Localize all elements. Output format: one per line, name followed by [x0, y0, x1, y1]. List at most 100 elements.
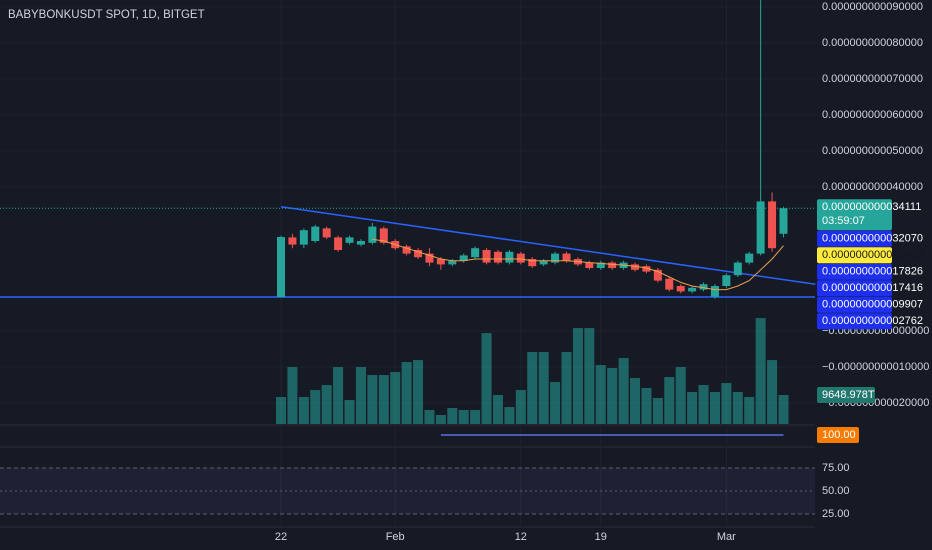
candle-body [539, 260, 548, 265]
price-label: 0.000000000032070 [822, 233, 923, 245]
trendline [280, 206, 816, 285]
candle-body [733, 262, 742, 276]
volume-bar [641, 388, 652, 424]
candle-body [379, 228, 388, 243]
volume-bar [744, 397, 755, 424]
candle-body [756, 201, 765, 254]
price-label: 0.000000000017826 [822, 266, 923, 278]
x-tick-label: Feb [386, 531, 405, 543]
moving-average [372, 238, 784, 291]
y-tick-label: −0.000000000010000 [822, 361, 929, 373]
price-label: 0.000000000017416 [822, 282, 923, 294]
volume-bar [755, 318, 766, 424]
volume-bar [298, 397, 309, 424]
volume-bar [470, 410, 481, 424]
volume-bar [527, 352, 538, 424]
volume-bar [390, 372, 401, 424]
price-label: 0.000000000009907 [822, 299, 923, 311]
volume-bar [732, 392, 743, 424]
volume-bar [607, 368, 618, 424]
volume-bar [778, 395, 789, 424]
candle-body [722, 275, 731, 287]
volume-bar [321, 385, 332, 424]
volume-bar [630, 378, 641, 424]
volume-bar [595, 365, 606, 424]
price-label-box [817, 230, 892, 247]
price-label-box [817, 247, 892, 264]
candle-body [277, 237, 285, 298]
volume-bar [538, 352, 549, 424]
candle-body [299, 230, 308, 245]
volume-bar [435, 415, 446, 424]
volume-bar [378, 375, 389, 424]
volume-bar [344, 400, 355, 424]
volume-bar [333, 367, 344, 424]
y-tick-label: 0.000000000050000 [822, 145, 923, 157]
x-tick-label: Mar [717, 531, 736, 543]
volume-bar [401, 362, 412, 424]
candle-body [334, 237, 343, 251]
volume-bar [504, 407, 515, 424]
candle-body [493, 251, 502, 263]
volume-bar [561, 352, 572, 424]
candle-body [551, 253, 560, 263]
candle-body [585, 262, 594, 269]
candle-body [471, 248, 480, 258]
volume-bar [310, 390, 321, 424]
volume-bar [584, 328, 595, 424]
price-label: 0.000000000023692 [822, 249, 923, 261]
candle-body [288, 237, 297, 245]
y-tick-label: 0.000000000090000 [822, 1, 923, 13]
y-tick-label: 0.000000000070000 [822, 73, 923, 85]
candle-body [745, 253, 754, 263]
candle-body [425, 253, 434, 263]
last-price-box [817, 199, 892, 231]
candle-body [368, 226, 377, 243]
candle-body [676, 286, 685, 292]
volume-label: 9648.978T [822, 389, 875, 401]
volume-bar [492, 395, 503, 424]
y-tick-label: 0.000000000040000 [822, 181, 923, 193]
volume-bar [413, 360, 424, 424]
last-price-label: 0.000000000034111 [822, 201, 921, 213]
volume-bar [687, 392, 698, 424]
price-label-box [817, 263, 892, 280]
candle-body [608, 262, 617, 269]
candle-body [710, 286, 719, 297]
volume-bar [709, 392, 720, 424]
candle-body [699, 284, 708, 290]
candle-body [345, 237, 354, 243]
candle-body [356, 240, 365, 245]
volume-bar [721, 383, 732, 424]
candle-body [448, 260, 457, 265]
price-label-box [817, 296, 892, 313]
price-label: 0.000000000002762 [822, 315, 923, 327]
rsi-tick-label: 25.00 [822, 508, 850, 520]
y-tick-label: 0.000000000080000 [822, 37, 923, 49]
price-label-box [817, 313, 892, 330]
volume-bar [276, 397, 286, 424]
candle-body [768, 201, 777, 249]
candle-body [528, 259, 537, 267]
x-tick-label: 12 [515, 531, 527, 543]
y-tick-label: 0.000000000060000 [822, 109, 923, 121]
x-tick-label: 19 [595, 531, 607, 543]
candle-body [653, 269, 662, 281]
volume-bar [572, 328, 583, 424]
volume-bar [287, 367, 298, 424]
candle-body [562, 253, 571, 261]
volume-bar [675, 367, 686, 424]
volume-bar [458, 410, 469, 424]
volume-bar [767, 360, 778, 424]
candle-body [436, 259, 445, 265]
volume-bar [698, 385, 709, 424]
chart-title: BABYBONKUSDT SPOT, 1D, BITGET [8, 9, 205, 21]
price-label-box [817, 280, 892, 297]
volume-bar [367, 375, 378, 424]
volume-bar [652, 398, 663, 424]
volume-label-box [817, 387, 875, 404]
volume-bar [447, 408, 458, 424]
countdown: 03:59:07 [822, 215, 865, 227]
